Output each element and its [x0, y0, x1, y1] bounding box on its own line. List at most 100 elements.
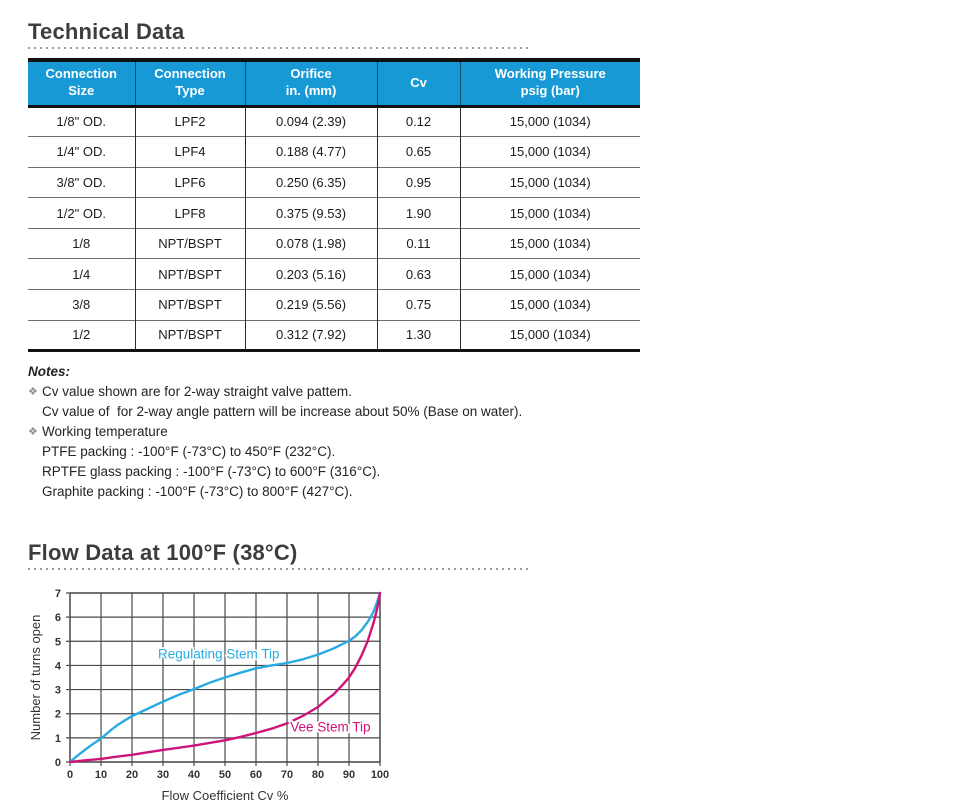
note-indent	[28, 462, 42, 482]
note-line: Cv value of for 2-way angle pattern will…	[28, 402, 628, 422]
table-cell: 0.375 (9.53)	[244, 197, 377, 229]
notes: Notes: ❖ Cv value shown are for 2-way str…	[28, 362, 628, 502]
table-cell: 0.312 (7.92)	[244, 319, 377, 351]
x-tick-label: 30	[157, 769, 169, 781]
note-text: Cv value of for 2-way angle pattern will…	[42, 404, 523, 419]
table-cell: 1.90	[376, 197, 460, 229]
table-cell: 0.95	[376, 166, 460, 198]
y-tick-label: 5	[55, 636, 61, 648]
x-tick-label: 20	[126, 769, 138, 781]
x-tick-label: 10	[95, 769, 107, 781]
table-cell: 0.078 (1.98)	[244, 227, 377, 259]
table-row: 1/8 NPT/BSPT 0.078 (1.98) 0.11 15,000 (1034)	[28, 227, 640, 259]
table-body: 1/8" OD. LPF2 0.094 (2.39) 0.12 15,000 (1034…	[28, 106, 640, 351]
y-tick-label: 3	[55, 685, 61, 697]
column-header-1: Connection Type	[134, 60, 245, 108]
table-cell: 15,000 (1034)	[459, 197, 640, 229]
table-cell: 15,000 (1034)	[459, 227, 640, 259]
series-label: Vee Stem Tip	[290, 720, 370, 735]
note-text: Graphite packing : -100°F (-73°C) to 800…	[42, 484, 353, 499]
table-cell: 0.203 (5.16)	[244, 258, 377, 290]
table-cell: 1/8" OD.	[56, 114, 106, 130]
series-label: Regulating Stem Tip	[158, 647, 280, 662]
table-cell: 15,000 (1034)	[459, 136, 640, 168]
flow-chart: 0 10 20 30 40 50 60 70 80 90 100 0 1 2 3 4 5 6 7 Regulating…	[28, 588, 389, 803]
table-cell: 1/2" OD.	[28, 197, 135, 229]
table-row: 1/4" OD. LPF4 0.188 (4.77) 0.65 15,000 (1034…	[28, 136, 640, 168]
table-cell: 0.188 (4.77)	[244, 136, 377, 168]
table-row: 1/4 NPT/BSPT 0.203 (5.16) 0.63 15,000 (1034)	[28, 258, 640, 290]
x-tick-label: 40	[188, 769, 200, 781]
table-cell: 0.12	[376, 106, 460, 137]
x-tick-label: 60	[250, 769, 262, 781]
table-cell: 0.65	[376, 136, 460, 168]
y-tick-label: 4	[55, 660, 62, 672]
table-row: 3/8 NPT/BSPT 0.219 (5.56) 0.75 15,000 (1034)	[28, 289, 640, 321]
x-tick-label: 70	[281, 769, 293, 781]
table-cell: 0.63	[376, 258, 460, 290]
table-cell: 0.75	[376, 289, 460, 321]
note-line: RPTFE glass packing : -100°F (-73°C) to …	[28, 462, 628, 482]
table-cell: 1.30	[376, 319, 460, 351]
column-header-0: Connection Size	[28, 60, 135, 108]
table-cell: LPF4	[134, 136, 245, 168]
series-curve	[68, 591, 382, 764]
table-cell: 15,000 (1034)	[459, 289, 640, 321]
series-curve	[68, 591, 382, 764]
technical-heading-dotted-rule	[28, 46, 528, 49]
x-axis-title: Flow Coefficient Cv %	[162, 788, 289, 803]
x-tick-label: 0	[67, 769, 73, 781]
table-cell: 3/8" OD.	[28, 166, 135, 198]
note-text: Working temperature	[42, 424, 168, 439]
note-line: ❖ Cv value shown are for 2-way straight v…	[28, 382, 628, 402]
column-header-3: Cv	[376, 60, 460, 108]
note-indent	[28, 482, 42, 502]
y-tick-label: 7	[55, 588, 61, 600]
note-line: Graphite packing : -100°F (-73°C) to 800…	[28, 482, 628, 502]
y-tick-label: 6	[55, 612, 61, 624]
note-bullet-icon: ❖	[28, 426, 38, 438]
notes-heading: Notes:	[28, 364, 71, 379]
table-cell: 15,000 (1034)	[459, 258, 640, 290]
table-cell: 15,000 (1034)	[459, 166, 640, 198]
y-tick-label: 0	[55, 757, 61, 769]
notes-list: ❖ Cv value shown are for 2-way straight v…	[28, 382, 628, 502]
table-cell: 0.219 (5.56)	[244, 289, 377, 321]
table-header: Connection Size Connection Type Orifice in…	[28, 60, 640, 108]
plot-border	[69, 592, 381, 763]
x-tick-label: 80	[312, 769, 324, 781]
flow-data-heading: Flow Data at 100°F (38°C)	[28, 540, 298, 565]
table-row: 1/2 NPT/BSPT 0.312 (7.92) 1.30 15,000 (1034)	[28, 319, 640, 351]
table-row: 3/8" OD. LPF6 0.250 (6.35) 0.95 15,000 (1034…	[28, 166, 640, 198]
note-text: PTFE packing : -100°F (-73°C) to 450°F (…	[42, 444, 336, 459]
table-cell: NPT/BSPT	[134, 319, 245, 351]
table-cell: 1/8	[28, 227, 135, 259]
table-cell: 1/2	[28, 319, 135, 351]
table-cell: 3/8	[28, 289, 135, 321]
table-row: 1/2" OD. LPF8 0.375 (9.53) 1.90 15,000 (1034…	[28, 197, 640, 229]
table-cell: 1/4	[28, 258, 135, 290]
note-indent	[28, 442, 42, 462]
table-cell: NPT/BSPT	[134, 289, 245, 321]
table-cell: NPT/BSPT	[134, 258, 245, 290]
table-cell: LPF8	[134, 197, 245, 229]
y-tick-label: 2	[55, 709, 61, 721]
note-bullet-icon: ❖	[28, 386, 38, 398]
column-header-2: Orifice in. (mm)	[244, 60, 377, 108]
note-line: ❖ Working temperature	[28, 422, 628, 442]
column-header-4: Working Pressure psig (bar)	[459, 60, 640, 108]
note-text: RPTFE glass packing : -100°F (-73°C) to …	[42, 464, 381, 479]
table-cell: 0.094 (2.39)	[244, 106, 377, 137]
table-cell: 0.11	[376, 227, 460, 259]
note-text: Cv value shown are for 2-way straight va…	[42, 384, 352, 399]
table-cell: NPT/BSPT	[134, 227, 245, 259]
table-cell: LPF2	[134, 106, 245, 137]
flow-heading-dotted-rule	[28, 567, 528, 570]
technical-data-heading: Technical Data	[28, 19, 185, 44]
x-tick-label: 100	[371, 769, 389, 781]
table-cell: 15,000 (1034)	[459, 106, 640, 137]
y-axis-title: Number of turns open	[28, 615, 43, 741]
table-cell: 15,000 (1034)	[459, 319, 640, 351]
x-tick-label: 90	[343, 769, 355, 781]
